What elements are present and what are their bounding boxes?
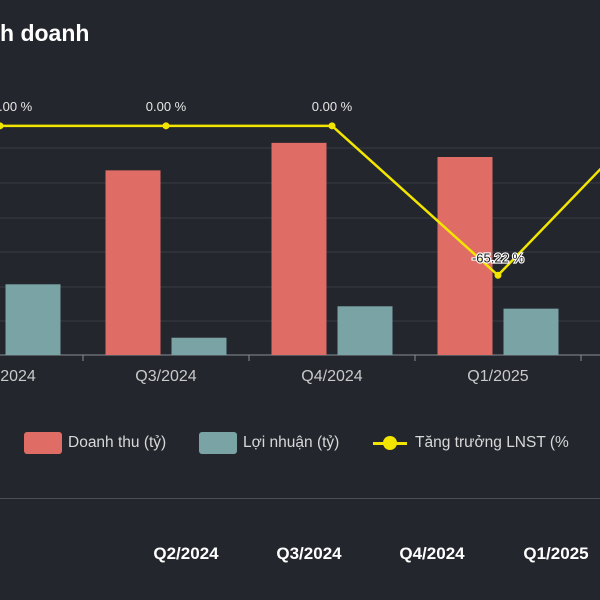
legend-label-revenue: Doanh thu (tỷ) bbox=[68, 434, 167, 451]
bar-revenue bbox=[437, 157, 493, 355]
legend-item-growth[interactable]: Tăng trưởng LNST (% bbox=[373, 428, 569, 458]
x-tick-label: Q1/2025 bbox=[467, 368, 528, 385]
bar-profit bbox=[337, 306, 393, 355]
table-col-q2-2024: Q2/2024 bbox=[153, 544, 219, 563]
section-divider bbox=[0, 498, 600, 499]
x-tick-label: Q3/2024 bbox=[135, 368, 196, 385]
data-label-growth: -65.22 % bbox=[472, 250, 524, 265]
x-tick-label: 2024 bbox=[0, 368, 36, 385]
legend-line-marker-icon bbox=[373, 432, 407, 454]
chart-legend: Doanh thu (tỷ) Lợi nhuận (tỷ) Tăng trưởn… bbox=[0, 428, 600, 458]
bar-revenue bbox=[271, 142, 327, 355]
data-label-growth: 0.00 % bbox=[0, 99, 33, 114]
point-growth bbox=[162, 122, 170, 130]
legend-swatch-profit bbox=[199, 432, 237, 454]
table-col-q4-2024: Q4/2024 bbox=[399, 544, 465, 563]
bar-profit bbox=[171, 337, 227, 355]
legend-item-profit[interactable]: Lợi nhuận (tỷ) bbox=[199, 428, 339, 458]
data-label-growth: 0.00 % bbox=[146, 99, 187, 114]
data-table-header: Q2/2024 Q3/2024 Q4/2024 Q1/2025 bbox=[0, 544, 600, 570]
bar-revenue bbox=[105, 170, 161, 355]
table-col-q3-2024: Q3/2024 bbox=[276, 544, 342, 563]
legend-label-growth: Tăng trưởng LNST (% bbox=[415, 434, 569, 451]
x-tick-label: Q4/2024 bbox=[301, 368, 362, 385]
data-label-growth: 0.00 % bbox=[312, 99, 353, 114]
point-growth bbox=[494, 271, 502, 279]
legend-label-profit: Lợi nhuận (tỷ) bbox=[243, 434, 340, 451]
chart-title: h doanh bbox=[0, 20, 90, 46]
point-growth bbox=[0, 122, 4, 130]
bar-profit bbox=[5, 284, 61, 355]
bar-profit bbox=[503, 308, 559, 355]
legend-item-revenue[interactable]: Doanh thu (tỷ) bbox=[24, 428, 166, 458]
legend-swatch-revenue bbox=[24, 432, 62, 454]
table-col-q1-2025: Q1/2025 bbox=[523, 544, 589, 563]
point-growth bbox=[328, 122, 336, 130]
combo-chart: 0.00 % 0.00 % 0.00 % -65.22 % 2024 Q3/2024 Q4/… bbox=[0, 99, 600, 385]
